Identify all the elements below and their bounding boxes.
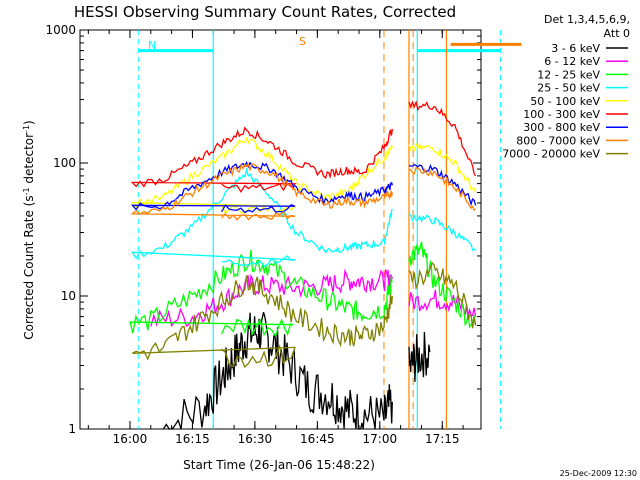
axes-group: 1 10 100 1000 16:00 16:15 16:30 16:45 17:00 17:15 bbox=[45, 23, 481, 446]
x-tick-label: 16:45 bbox=[300, 432, 335, 446]
x-tick-label: 16:00 bbox=[113, 432, 148, 446]
series-line bbox=[408, 100, 477, 177]
series-line bbox=[162, 312, 393, 430]
series-line bbox=[408, 163, 477, 207]
legend-label: 25 - 50 keV bbox=[537, 82, 600, 95]
y-axis-label: Corrected Count Rate (s-1 detector-1) bbox=[22, 120, 37, 339]
footer-timestamp: 25-Dec-2009 12:30 bbox=[560, 469, 637, 478]
legend-label: 800 - 7000 keV bbox=[516, 134, 600, 147]
legend-label: 7000 - 20000 keV bbox=[502, 148, 600, 161]
legend-label: 100 - 300 keV bbox=[523, 108, 600, 121]
y-tick-label: 1 bbox=[68, 422, 76, 436]
legend-label: 12 - 25 keV bbox=[537, 68, 600, 81]
series-line bbox=[130, 136, 393, 215]
y-tick-label: 100 bbox=[53, 156, 76, 170]
series-line bbox=[131, 167, 393, 267]
chart-title: HESSI Observing Summary Count Rates, Cor… bbox=[74, 3, 456, 21]
series-line bbox=[408, 166, 476, 212]
flag-S-label: S bbox=[299, 35, 306, 48]
y-tick-label: 1000 bbox=[45, 23, 76, 37]
legend-label: 6 - 12 keV bbox=[544, 55, 600, 68]
legend-header-line2: Att 0 bbox=[604, 27, 630, 40]
x-tick-label: 16:15 bbox=[175, 432, 210, 446]
x-tick-label: 17:15 bbox=[425, 432, 460, 446]
series-line bbox=[408, 142, 477, 193]
legend-header-line1: Det 1,3,4,5,6,9, bbox=[544, 13, 630, 26]
series-line bbox=[150, 268, 393, 328]
series-line bbox=[130, 126, 393, 193]
y-tick-label: 10 bbox=[61, 289, 76, 303]
legend-label: 3 - 6 keV bbox=[551, 42, 600, 55]
series-line bbox=[132, 275, 393, 369]
series-line bbox=[408, 262, 477, 329]
x-tick-label: 16:30 bbox=[238, 432, 273, 446]
legend-label: 300 - 800 keV bbox=[523, 121, 600, 134]
series-group bbox=[129, 100, 477, 430]
flag-N-label: N bbox=[148, 39, 156, 52]
series-line bbox=[408, 241, 477, 329]
x-tick-label: 17:00 bbox=[363, 432, 398, 446]
series-line bbox=[408, 289, 477, 317]
series-line bbox=[129, 249, 393, 338]
series-line bbox=[408, 331, 431, 382]
legend-label: 50 - 100 keV bbox=[530, 95, 600, 108]
x-axis-label: Start Time (26-Jan-06 15:48:22) bbox=[183, 458, 375, 472]
plot-frame bbox=[79, 29, 482, 430]
series-line bbox=[130, 162, 393, 221]
markers-group bbox=[137, 30, 522, 429]
series-line bbox=[408, 212, 477, 251]
